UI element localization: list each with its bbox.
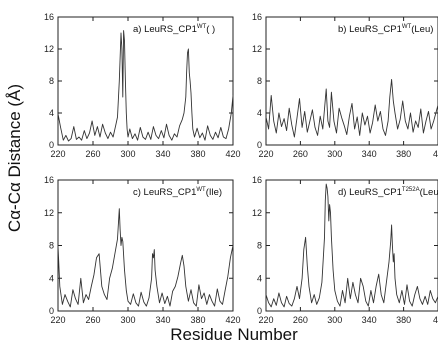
x-tick-label: 42	[433, 315, 438, 325]
panel-d: 220260300340380420481216d) LeuRS_CP1T252…	[252, 175, 438, 325]
x-tick-label: 220	[258, 315, 273, 325]
x-tick-label: 380	[190, 149, 205, 159]
x-tick-label: 260	[85, 149, 100, 159]
y-tick-label: 4	[257, 273, 262, 283]
panel-c: 220 260 300 340 380 420 0 4 8 12 16 c) LeuRS_CP1WT(…	[44, 175, 241, 325]
distance-line-a	[57, 30, 234, 142]
y-tick-label: 0	[257, 306, 262, 316]
y-tick-label: 16	[44, 175, 54, 185]
panel-b-title: b) LeuRS_CP1WT(Leu)	[338, 24, 433, 35]
y-tick-label: 4	[49, 108, 54, 118]
x-tick-label: 420	[225, 149, 240, 159]
distance-line-d	[265, 183, 438, 308]
y-tick-label: 0	[49, 306, 54, 316]
distance-line-c	[57, 208, 234, 308]
y-tick-label: 12	[252, 44, 262, 54]
y-tick-label: 8	[49, 241, 54, 251]
distance-line-b	[265, 78, 438, 138]
y-tick-label: 0	[49, 140, 54, 150]
x-tick-label: 340	[155, 149, 170, 159]
x-tick-label: 220	[50, 149, 65, 159]
y-tick-label: 0	[257, 140, 262, 150]
x-tick-label: 220	[258, 149, 273, 159]
y-tick-label: 4	[257, 108, 262, 118]
x-tick-label: 420	[225, 315, 240, 325]
x-tick-label: 260	[85, 315, 100, 325]
x-tick-label: 260	[293, 315, 308, 325]
x-tick-label: 300	[120, 315, 135, 325]
y-tick-label: 8	[257, 241, 262, 251]
panel-d-title: d) LeuRS_CP1T252A(Leu)	[338, 187, 438, 198]
x-tick-label: 380	[190, 315, 205, 325]
panel-c-title: c) LeuRS_CP1WT(Ile)	[133, 187, 222, 198]
y-axis-title: Cα-Cα Distance (Å)	[5, 84, 24, 232]
x-tick-label: 380	[396, 149, 411, 159]
panel-d-frame	[265, 179, 438, 312]
y-tick-label: 4	[49, 273, 54, 283]
y-tick-label: 12	[44, 208, 54, 218]
x-tick-label: 380	[396, 315, 411, 325]
y-tick-label: 12	[252, 208, 262, 218]
y-tick-label: 16	[252, 12, 262, 22]
x-tick-label: 340	[155, 315, 170, 325]
panel-b: 220260300340380420481216b) LeuRS_CP1WT(L…	[252, 12, 438, 159]
panel-a-frame	[57, 16, 234, 146]
x-tick-label: 42	[433, 149, 438, 159]
x-tick-label: 220	[50, 315, 65, 325]
x-tick-label: 340	[362, 149, 377, 159]
y-tick-label: 8	[257, 76, 262, 86]
y-tick-label: 12	[44, 44, 54, 54]
x-tick-label: 300	[327, 149, 342, 159]
x-tick-label: 260	[293, 149, 308, 159]
x-tick-label: 340	[362, 315, 377, 325]
y-tick-label: 8	[49, 76, 54, 86]
x-tick-label: 300	[327, 315, 342, 325]
panel-c-frame	[57, 179, 234, 312]
y-tick-label: 16	[252, 175, 262, 185]
panel-a: 220 260 300 340 380 420 0 4 8 12 16 a) LeuRS_CP1WT(…	[44, 12, 241, 159]
panel-a-title: a) LeuRS_CP1WT( )	[133, 24, 215, 35]
x-axis-title: Residue Number	[170, 325, 298, 344]
y-tick-label: 16	[44, 12, 54, 22]
x-tick-label: 300	[120, 149, 135, 159]
